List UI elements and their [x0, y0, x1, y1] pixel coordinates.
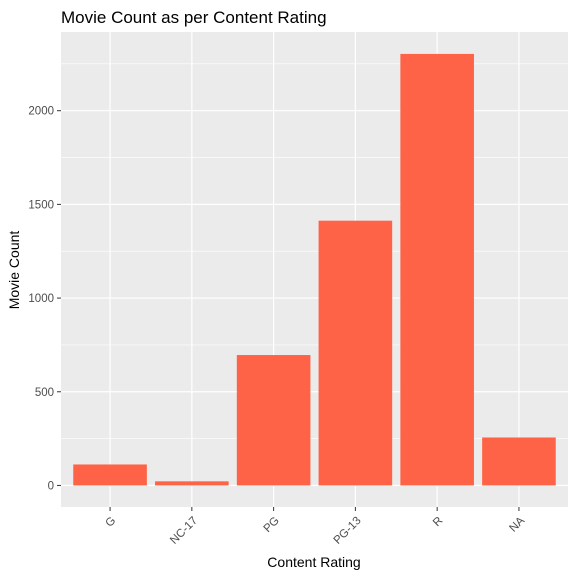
bars [73, 53, 556, 486]
x-tick-label: G [104, 515, 119, 530]
y-axis: 0 500 1000 1500 2000 [28, 106, 61, 492]
chart-title: Movie Count as per Content Rating [61, 8, 327, 27]
y-tick-label: 500 [35, 387, 54, 399]
y-tick-label: 1000 [28, 293, 54, 305]
x-axis-title: Content Rating [267, 554, 360, 570]
x-tick-label: NA [507, 515, 527, 535]
x-tick-label: PG-13 [332, 515, 364, 547]
y-axis-title: Movie Count [6, 231, 22, 310]
y-tick-label: 0 [48, 480, 54, 492]
bar-pg-13 [318, 220, 393, 486]
x-tick-label: PG [262, 515, 282, 535]
bar-nc-17 [155, 481, 229, 486]
plot-panel [61, 32, 568, 507]
x-tick-label: R [431, 515, 445, 529]
bar-r [400, 53, 474, 486]
bar-pg [236, 355, 311, 486]
bar-g [73, 464, 147, 486]
y-tick-label: 2000 [28, 106, 54, 118]
x-tick-label: NC-17 [168, 515, 200, 547]
bar-na [482, 437, 556, 486]
y-tick-label: 1500 [28, 199, 54, 211]
x-axis: G NC-17 PG PG-13 R NA [104, 507, 527, 547]
